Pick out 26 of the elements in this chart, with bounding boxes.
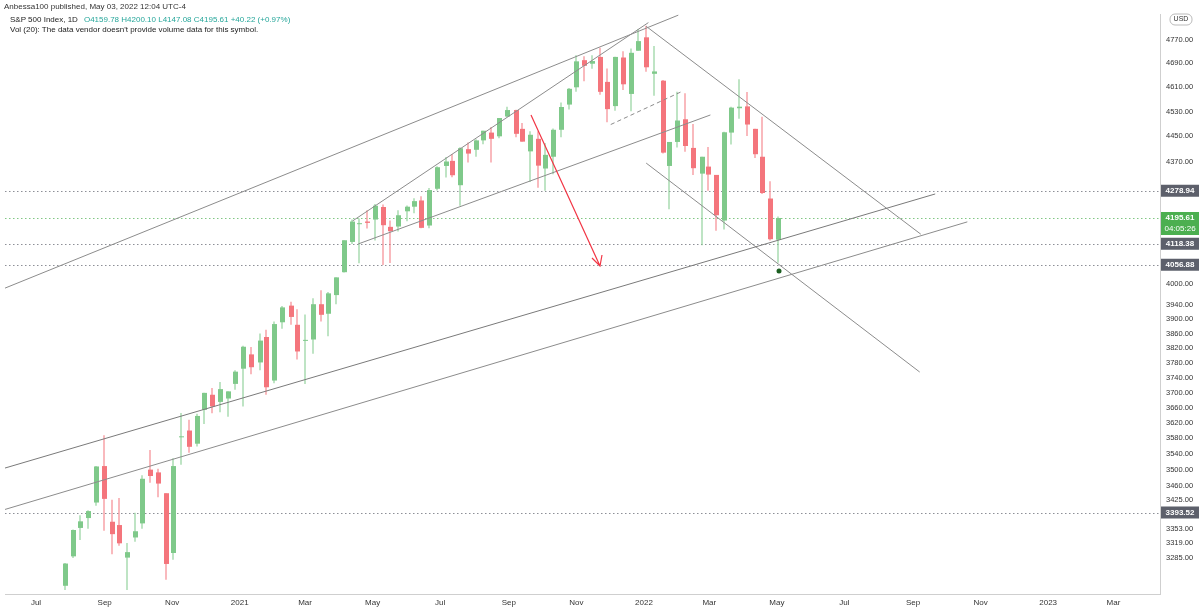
ref-line-label: 4056.88 [1165, 259, 1196, 269]
x-tick-label: Nov [165, 598, 180, 607]
x-tick-label: Jul [839, 598, 850, 607]
x-tick-label: 2021 [230, 598, 250, 607]
x-tick-label: 2022 [635, 598, 654, 607]
x-tick-label: Jul [435, 598, 446, 607]
x-tick-label: Jul [30, 598, 42, 607]
x-tick-label: Mar [298, 598, 313, 607]
x-tick-label: Nov [973, 598, 988, 607]
chart-title: S&P 500 Index, 1D [10, 15, 78, 24]
text: Anbessa100 published, May 03, 2022 12:04 UTC-4 [4, 2, 186, 11]
ref-line-label: 3393.52 [1165, 507, 1196, 517]
x-tick-label: May [365, 598, 381, 607]
text: Vol (20): The data vendor doesn't provide volume data for this symbol. [10, 25, 259, 34]
ref-line-label: 4118.38 [1165, 239, 1195, 249]
annotation: O4159.78 H4200.10 L4147.08 C4195.61 +40.22 (+0.97%) [83, 15, 291, 24]
x-tick-label: Sep [501, 598, 517, 607]
x-tick-label: Mar [702, 598, 717, 607]
x-tick-label: Mar [1106, 598, 1121, 607]
ref-line-label: 4278.94 [1165, 185, 1196, 195]
ref-line-label: 4195.61 04:05:26 [1164, 213, 1197, 234]
x-tick-label: May [769, 598, 785, 607]
x-tick-label: Sep [97, 598, 113, 607]
x-tick-label: 2023 [1039, 598, 1058, 607]
x-tick-label: Sep [905, 598, 921, 607]
x-tick-label: Nov [569, 598, 584, 607]
